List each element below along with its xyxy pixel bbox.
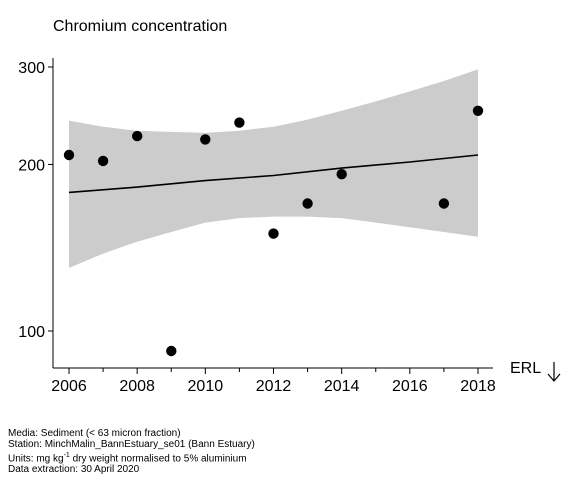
units-superscript: -1: [63, 452, 70, 459]
data-point: [234, 117, 245, 128]
erl-label: ERL: [510, 360, 542, 377]
data-point: [268, 228, 279, 239]
footer-station: Station: MinchMalin_BannEstuary_se01 (Ba…: [8, 439, 255, 450]
x-tick-label: 2016: [392, 378, 428, 395]
down-arrow-icon: [547, 362, 561, 382]
data-point: [166, 345, 177, 357]
footer-notes: Media: Sediment (< 63 micron fraction) S…: [8, 428, 255, 475]
y-tick-label: 300: [18, 60, 45, 77]
x-tick-label: 2006: [51, 378, 87, 395]
x-tick-label: 2014: [324, 378, 360, 395]
footer-extraction: Data extraction: 30 April 2020: [8, 464, 140, 476]
x-tick-label: 2008: [119, 378, 155, 395]
data-point: [302, 198, 313, 209]
confidence-band: [69, 69, 478, 269]
data-point: [97, 155, 109, 167]
x-tick-label: 2012: [256, 378, 292, 395]
data-point: [336, 169, 347, 180]
data-point: [438, 198, 450, 209]
footer-media: Media: Sediment (< 63 micron fraction): [8, 428, 181, 439]
data-point: [200, 134, 211, 145]
units-suffix: dry weight normalised to 5% aluminium: [69, 453, 247, 465]
y-tick-label: 200: [18, 157, 45, 174]
footer-units: Units: mg kg-1 dry weight normalised to …: [8, 450, 255, 464]
data-point: [132, 130, 143, 142]
chart-title: Chromium concentration: [53, 18, 228, 35]
data-point: [63, 149, 75, 161]
x-tick-label: 2010: [188, 378, 224, 395]
y-tick-label: 100: [18, 324, 45, 341]
x-tick-label: 2018: [460, 378, 496, 395]
units-prefix: Units: mg kg: [8, 453, 64, 465]
data-point: [472, 105, 484, 117]
trend-line: [68, 154, 479, 194]
